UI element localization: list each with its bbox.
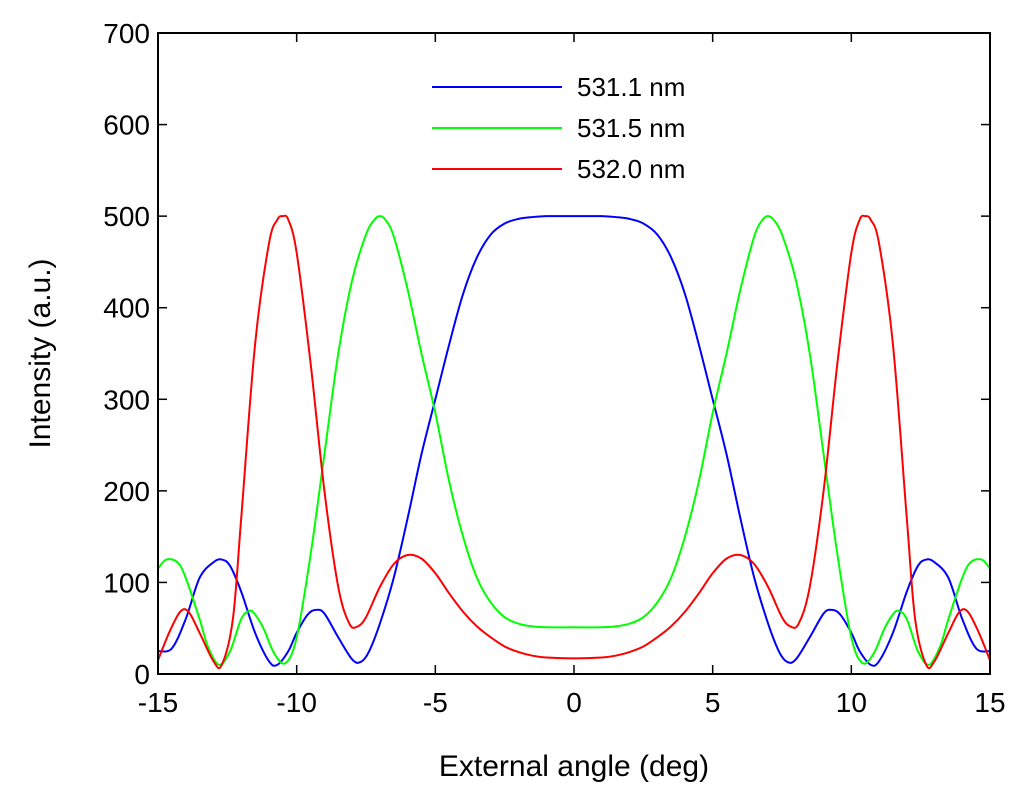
x-tick-label: 0 (566, 687, 582, 718)
y-tick-label: 100 (103, 567, 150, 598)
x-axis-title: External angle (deg) (439, 750, 709, 783)
legend-label-1: 531.1 nm (577, 72, 685, 102)
x-tick-label: -10 (276, 687, 316, 718)
series-line-3 (157, 214, 991, 670)
ticks-layer: -15 -10 -5 0 5 10 15 0 100 200 300 400 500 600 700 (103, 18, 1005, 718)
y-tick-label: 200 (103, 476, 150, 507)
x-tick-label: 15 (974, 687, 1005, 718)
x-tick-label: 10 (836, 687, 867, 718)
y-tick-label: 500 (103, 201, 150, 232)
legend: 531.1 nm 531.5 nm 532.0 nm (432, 72, 685, 184)
series-line-2 (157, 215, 991, 666)
legend-label-2: 531.5 nm (577, 113, 685, 143)
x-tick-label: 5 (705, 687, 721, 718)
y-tick-label: 400 (103, 293, 150, 324)
y-axis-title: Intensity (a.u.) (24, 258, 57, 448)
legend-label-3: 532.0 nm (577, 154, 685, 184)
y-tick-label: 600 (103, 110, 150, 141)
series-layer (157, 214, 991, 670)
x-tick-label: -5 (423, 687, 448, 718)
y-tick-label: 300 (103, 384, 150, 415)
y-tick-label: 700 (103, 18, 150, 49)
y-tick-label: 0 (134, 659, 150, 690)
x-tick-label: -15 (138, 687, 178, 718)
series-line-1 (157, 215, 991, 667)
